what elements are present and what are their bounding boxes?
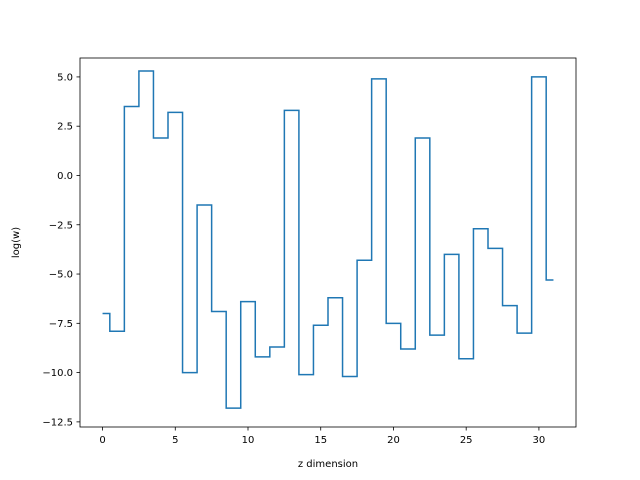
x-axis-label: z dimension: [298, 459, 358, 470]
x-tick-label: 25: [460, 435, 473, 446]
y-tick-label: −10.0: [42, 368, 73, 379]
y-tick-label: −2.5: [49, 220, 73, 231]
plot-area: [102, 70, 554, 409]
axis-ticks: 0 5 10 15 20 25 30 −12.5 −10.0 −7.5 −5.0 −2.5 0.0 2.5…: [42, 72, 545, 446]
y-tick-label: −5.0: [49, 270, 73, 281]
y-axis-label: log(w): [11, 227, 22, 258]
x-tick-label: 5: [172, 435, 178, 446]
plot-frame: [79, 57, 577, 428]
series-line: [102, 70, 554, 409]
y-tick-label: −7.5: [49, 319, 73, 330]
x-tick-label: 30: [533, 435, 546, 446]
x-tick-label: 0: [99, 435, 105, 446]
y-tick-label: −12.5: [42, 417, 73, 428]
y-tick-label: 0.0: [57, 171, 73, 182]
y-tick-label: 5.0: [57, 72, 73, 83]
x-tick-label: 15: [314, 435, 327, 446]
y-tick-label: 2.5: [57, 122, 73, 133]
x-tick-label: 20: [387, 435, 400, 446]
x-tick-label: 10: [242, 435, 255, 446]
